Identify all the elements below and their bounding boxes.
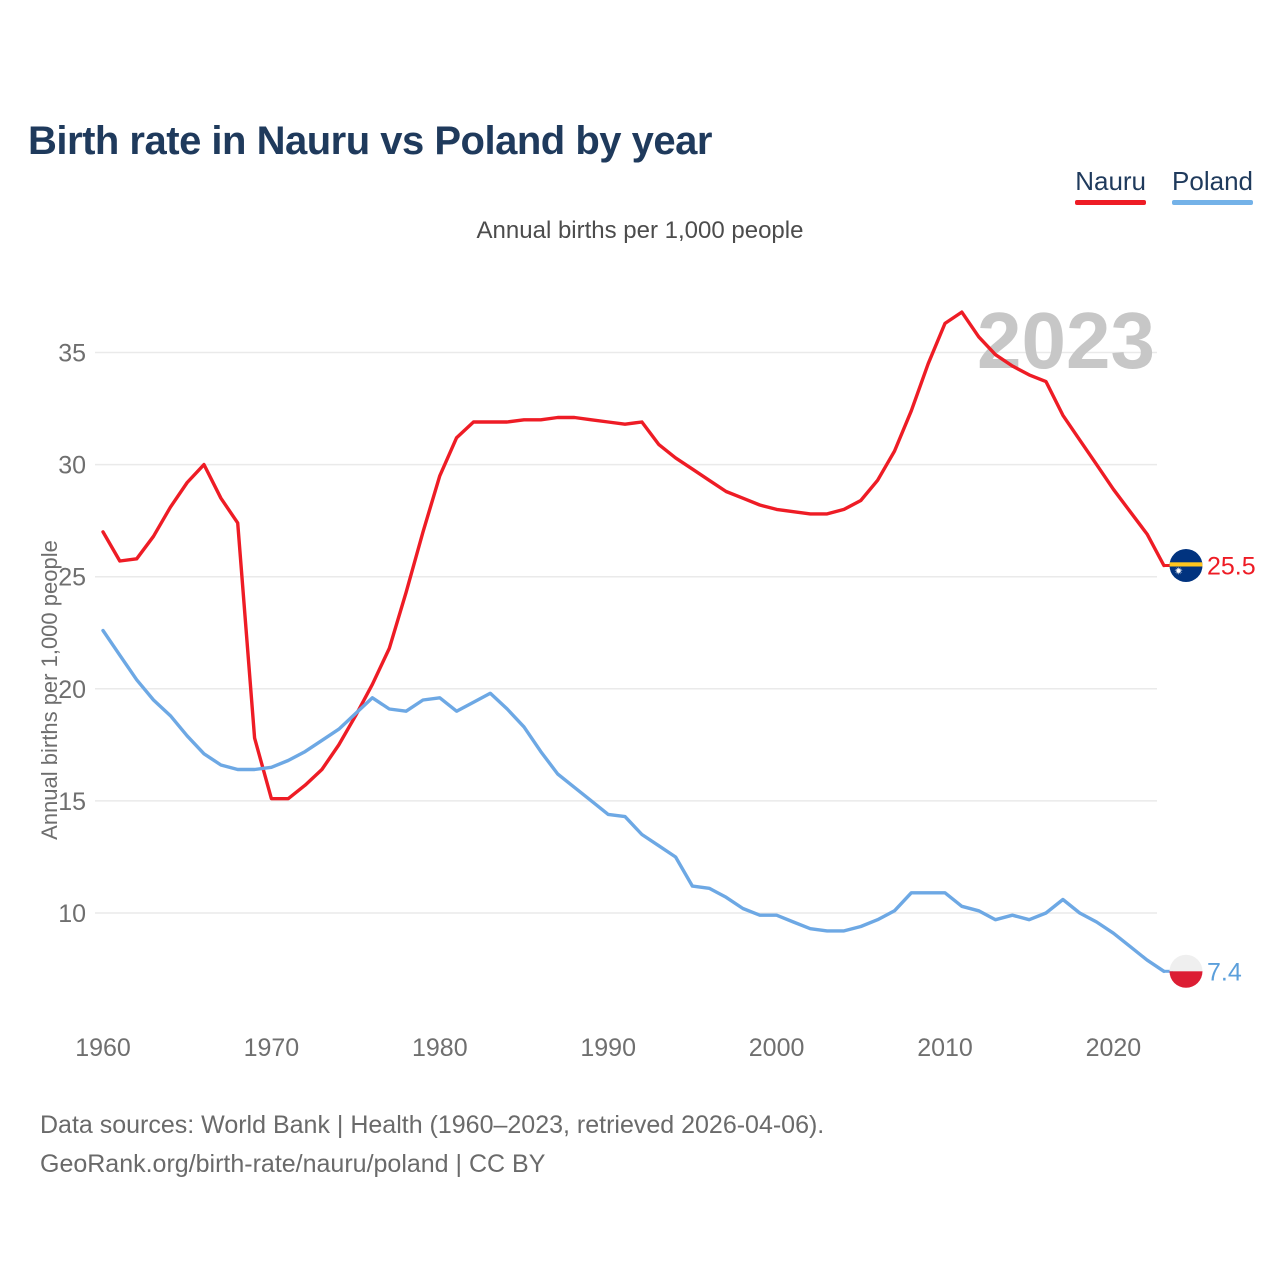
- nauru-line: [101, 310, 1166, 801]
- footer-sources-line: Data sources: World Bank | Health (1960–…: [40, 1111, 825, 1139]
- chart-subtitle: Annual births per 1,000 people: [476, 217, 804, 244]
- y-axis-title: Annual births per 1,000 people: [37, 540, 62, 840]
- legend: Nauru Poland: [1075, 166, 1253, 205]
- x-tick-label: 2020: [1086, 1034, 1142, 1062]
- y-tick-label: 20: [58, 676, 86, 704]
- y-tick-label: 25: [58, 564, 86, 592]
- x-tick-label: 1960: [75, 1034, 131, 1062]
- x-tick-label: 2010: [917, 1034, 973, 1062]
- x-tick-label: 1990: [580, 1034, 636, 1062]
- legend-underline-poland: [1172, 200, 1253, 205]
- page-title: Birth rate in Nauru vs Poland by year: [28, 118, 712, 163]
- x-tick-label: 2000: [749, 1034, 805, 1062]
- poland-end-value: 7.4: [1207, 958, 1242, 986]
- y-tick-label: 10: [58, 900, 86, 928]
- nauru-flag-icon: [1169, 549, 1203, 582]
- y-tick-label: 30: [58, 452, 86, 480]
- legend-label-poland: Poland: [1172, 166, 1253, 196]
- x-tick-label: 1980: [412, 1034, 468, 1062]
- x-tick-label: 1970: [244, 1034, 300, 1062]
- legend-item-nauru[interactable]: Nauru: [1075, 166, 1147, 205]
- legend-underline-nauru: [1075, 200, 1147, 205]
- y-tick-label: 35: [58, 340, 86, 368]
- poland-line: [101, 628, 1166, 973]
- footer: Data sources: World Bank | Health (1960–…: [40, 1106, 824, 1184]
- legend-label-nauru: Nauru: [1075, 166, 1147, 196]
- nauru-end-value: 25.5: [1207, 553, 1256, 581]
- footer-attribution-line: GeoRank.org/birth-rate/nauru/poland | CC…: [40, 1150, 546, 1178]
- watermark-year: 2023: [977, 296, 1155, 385]
- legend-item-poland[interactable]: Poland: [1172, 166, 1253, 205]
- y-tick-label: 15: [58, 788, 86, 816]
- poland-flag-icon: [1169, 954, 1203, 988]
